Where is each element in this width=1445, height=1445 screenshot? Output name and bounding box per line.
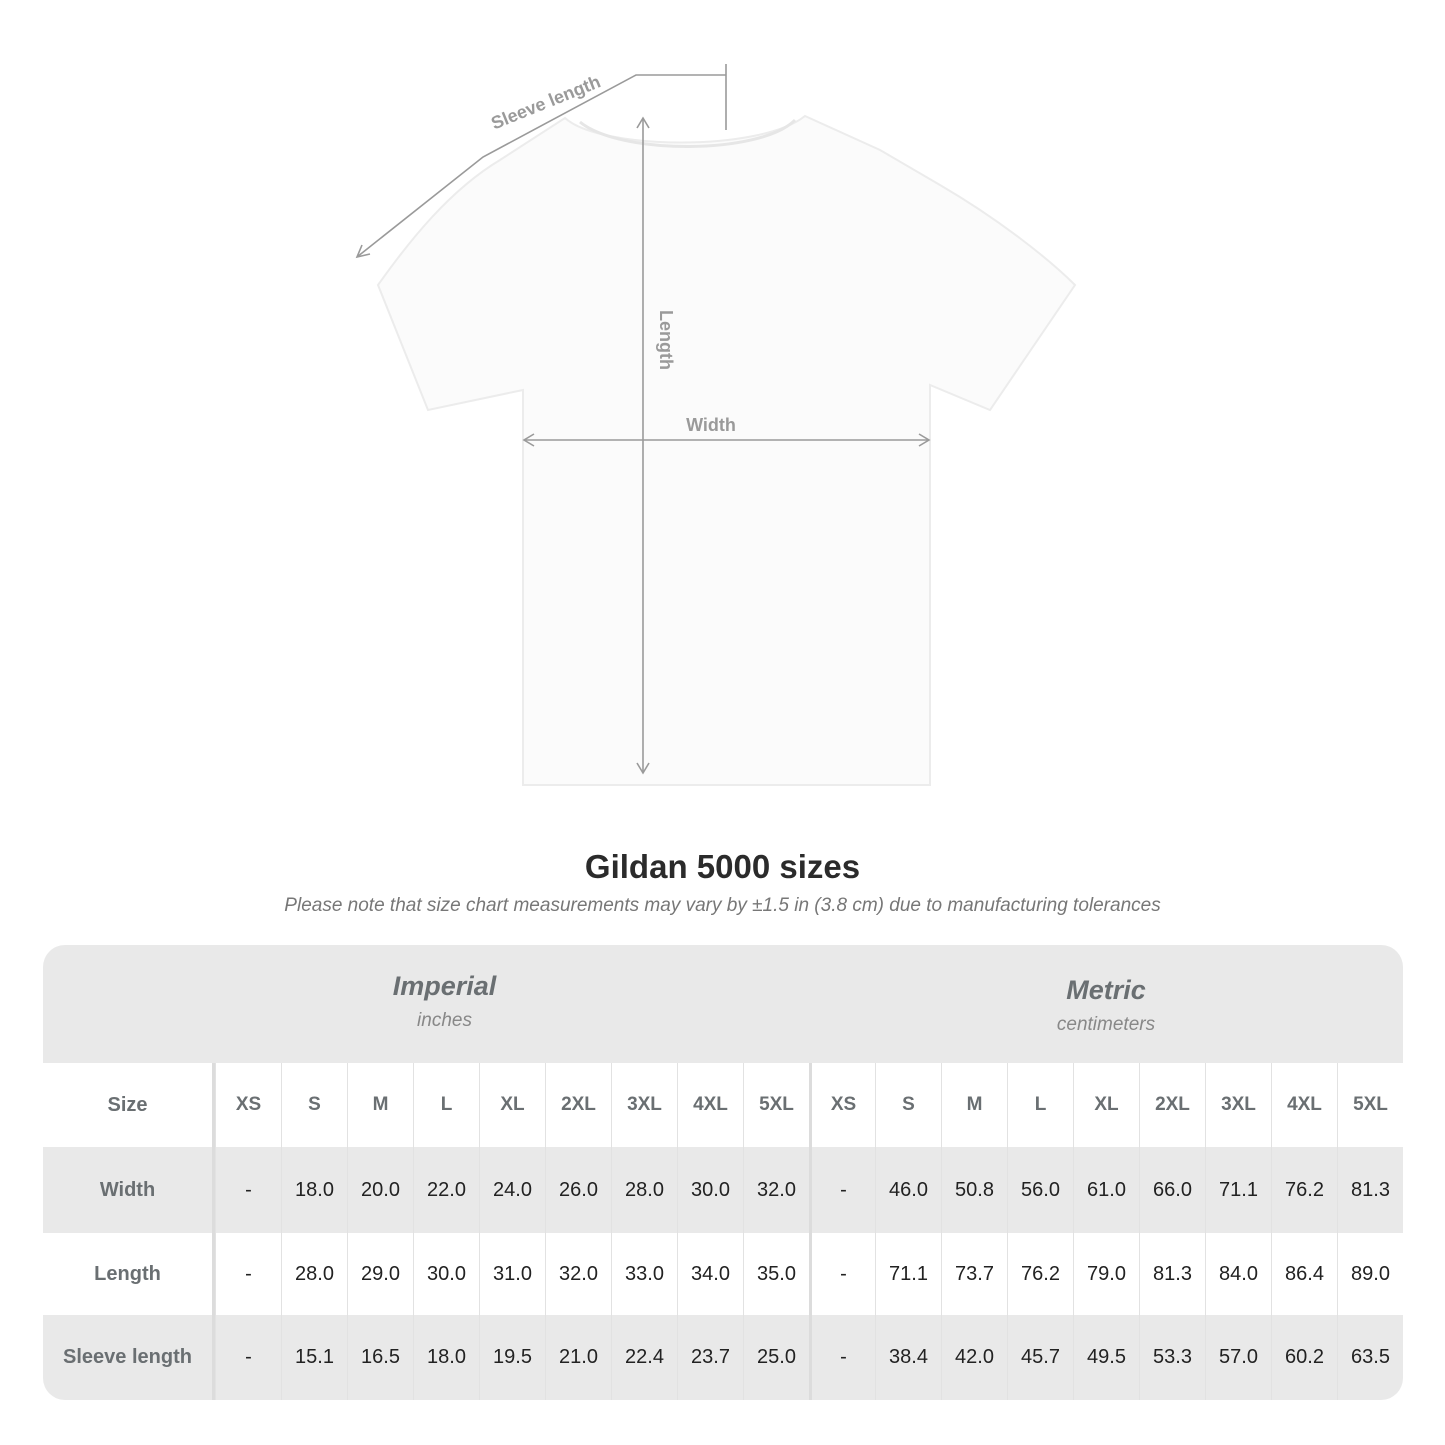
table-row-sleeve-length: Sleeve length -15.1 16.5 18.0 19.5 21.0 22.4 23… bbox=[43, 1315, 1403, 1400]
value-cell: 29.0 bbox=[347, 1233, 413, 1315]
value-cell: - bbox=[809, 1315, 875, 1400]
tshirt-diagram: Sleeve length Length Width bbox=[355, 64, 1077, 786]
value-cell: 28.0 bbox=[281, 1233, 347, 1315]
collar bbox=[579, 118, 797, 148]
value-cell: - bbox=[809, 1147, 875, 1233]
size-header-cell: XL bbox=[1073, 1063, 1139, 1147]
value-cell: 60.2 bbox=[1271, 1315, 1337, 1400]
value-cell: 56.0 bbox=[1007, 1147, 1073, 1233]
metric-header: Metric centimeters bbox=[809, 945, 1403, 1063]
size-header-cell: 4XL bbox=[1271, 1063, 1337, 1147]
value-cell: - bbox=[215, 1147, 281, 1233]
value-cell: 81.3 bbox=[1337, 1147, 1403, 1233]
value-cell: 49.5 bbox=[1073, 1315, 1139, 1400]
length-label: Length bbox=[656, 310, 676, 370]
value-cell: 71.1 bbox=[875, 1233, 941, 1315]
tolerance-note: Please note that size chart measurements… bbox=[284, 895, 1161, 916]
value-cell: 21.0 bbox=[545, 1315, 611, 1400]
value-cell: 46.0 bbox=[875, 1147, 941, 1233]
size-table: Imperial inches Metric centimeters Size X… bbox=[43, 945, 1403, 1400]
table-row-width: Width -18.0 20.0 22.0 24.0 26.0 28.0 30.0 32.0-4… bbox=[43, 1147, 1403, 1233]
size-header-row: Size XS S M L XL 2XL 3XL 4XL 5XL XS S M L XL 2XL 3XL 4XL 5… bbox=[43, 1063, 1403, 1147]
metric-title: Metric bbox=[1066, 975, 1146, 1005]
size-header-cell: S bbox=[875, 1063, 941, 1147]
size-header-cell: M bbox=[941, 1063, 1007, 1147]
row-label: Sleeve length bbox=[43, 1315, 215, 1400]
size-header-cell: XS bbox=[809, 1063, 875, 1147]
value-cell: 31.0 bbox=[479, 1233, 545, 1315]
width-label: Width bbox=[686, 415, 736, 435]
row-label: Size bbox=[43, 1063, 215, 1147]
value-cell: 66.0 bbox=[1139, 1147, 1205, 1233]
table-row-length: Length -28.0 29.0 30.0 31.0 32.0 33.0 34.0 35.0-… bbox=[43, 1233, 1403, 1315]
value-cell: 32.0 bbox=[743, 1147, 809, 1233]
size-header-cell: 5XL bbox=[743, 1063, 809, 1147]
value-cell: 23.7 bbox=[677, 1315, 743, 1400]
value-cell: 20.0 bbox=[347, 1147, 413, 1233]
value-cell: 45.7 bbox=[1007, 1315, 1073, 1400]
size-header-cell: XL bbox=[479, 1063, 545, 1147]
size-header-cell: L bbox=[1007, 1063, 1073, 1147]
size-header-cell: L bbox=[413, 1063, 479, 1147]
measure-lines bbox=[355, 64, 931, 775]
value-cell: 57.0 bbox=[1205, 1315, 1271, 1400]
value-cell: - bbox=[809, 1233, 875, 1315]
value-cell: 22.4 bbox=[611, 1315, 677, 1400]
size-header-cell: 3XL bbox=[611, 1063, 677, 1147]
value-cell: 16.5 bbox=[347, 1315, 413, 1400]
sleeve-measure-line bbox=[356, 74, 726, 258]
value-cell: 25.0 bbox=[743, 1315, 809, 1400]
value-cell: 84.0 bbox=[1205, 1233, 1271, 1315]
size-header-cell: XS bbox=[215, 1063, 281, 1147]
value-cell: 53.3 bbox=[1139, 1315, 1205, 1400]
size-header-cell: S bbox=[281, 1063, 347, 1147]
value-cell: 30.0 bbox=[413, 1233, 479, 1315]
value-cell: 22.0 bbox=[413, 1147, 479, 1233]
tshirt-shape bbox=[376, 114, 1077, 786]
row-label: Width bbox=[43, 1147, 215, 1233]
value-cell: 15.1 bbox=[281, 1315, 347, 1400]
value-cell: 89.0 bbox=[1337, 1233, 1403, 1315]
value-cell: 33.0 bbox=[611, 1233, 677, 1315]
size-header-cell: 2XL bbox=[545, 1063, 611, 1147]
size-header-cell: 5XL bbox=[1337, 1063, 1403, 1147]
value-cell: - bbox=[215, 1233, 281, 1315]
value-cell: 34.0 bbox=[677, 1233, 743, 1315]
value-cell: 63.5 bbox=[1337, 1315, 1403, 1400]
value-cell: 18.0 bbox=[413, 1315, 479, 1400]
imperial-title: Imperial bbox=[392, 971, 497, 1001]
value-cell: 71.1 bbox=[1205, 1147, 1271, 1233]
imperial-header: Imperial inches bbox=[43, 945, 846, 1063]
value-cell: 24.0 bbox=[479, 1147, 545, 1233]
value-cell: 38.4 bbox=[875, 1315, 941, 1400]
value-cell: 26.0 bbox=[545, 1147, 611, 1233]
page-title: Gildan 5000 sizes bbox=[584, 848, 861, 885]
imperial-unit: inches bbox=[417, 1010, 472, 1031]
size-header-cell: 3XL bbox=[1205, 1063, 1271, 1147]
value-cell: 86.4 bbox=[1271, 1233, 1337, 1315]
size-header-cell: M bbox=[347, 1063, 413, 1147]
value-cell: 76.2 bbox=[1007, 1233, 1073, 1315]
size-header-cell: 2XL bbox=[1139, 1063, 1205, 1147]
value-cell: 73.7 bbox=[941, 1233, 1007, 1315]
value-cell: 18.0 bbox=[281, 1147, 347, 1233]
row-label: Length bbox=[43, 1233, 215, 1315]
table-header-band bbox=[43, 945, 1403, 1063]
value-cell: 28.0 bbox=[611, 1147, 677, 1233]
value-cell: 81.3 bbox=[1139, 1233, 1205, 1315]
value-cell: 61.0 bbox=[1073, 1147, 1139, 1233]
value-cell: - bbox=[215, 1315, 281, 1400]
metric-unit: centimeters bbox=[1056, 1014, 1156, 1035]
value-cell: 42.0 bbox=[941, 1315, 1007, 1400]
value-cell: 79.0 bbox=[1073, 1233, 1139, 1315]
value-cell: 19.5 bbox=[479, 1315, 545, 1400]
value-cell: 35.0 bbox=[743, 1233, 809, 1315]
size-header-cell: 4XL bbox=[677, 1063, 743, 1147]
value-cell: 50.8 bbox=[941, 1147, 1007, 1233]
value-cell: 76.2 bbox=[1271, 1147, 1337, 1233]
value-cell: 32.0 bbox=[545, 1233, 611, 1315]
value-cell: 30.0 bbox=[677, 1147, 743, 1233]
